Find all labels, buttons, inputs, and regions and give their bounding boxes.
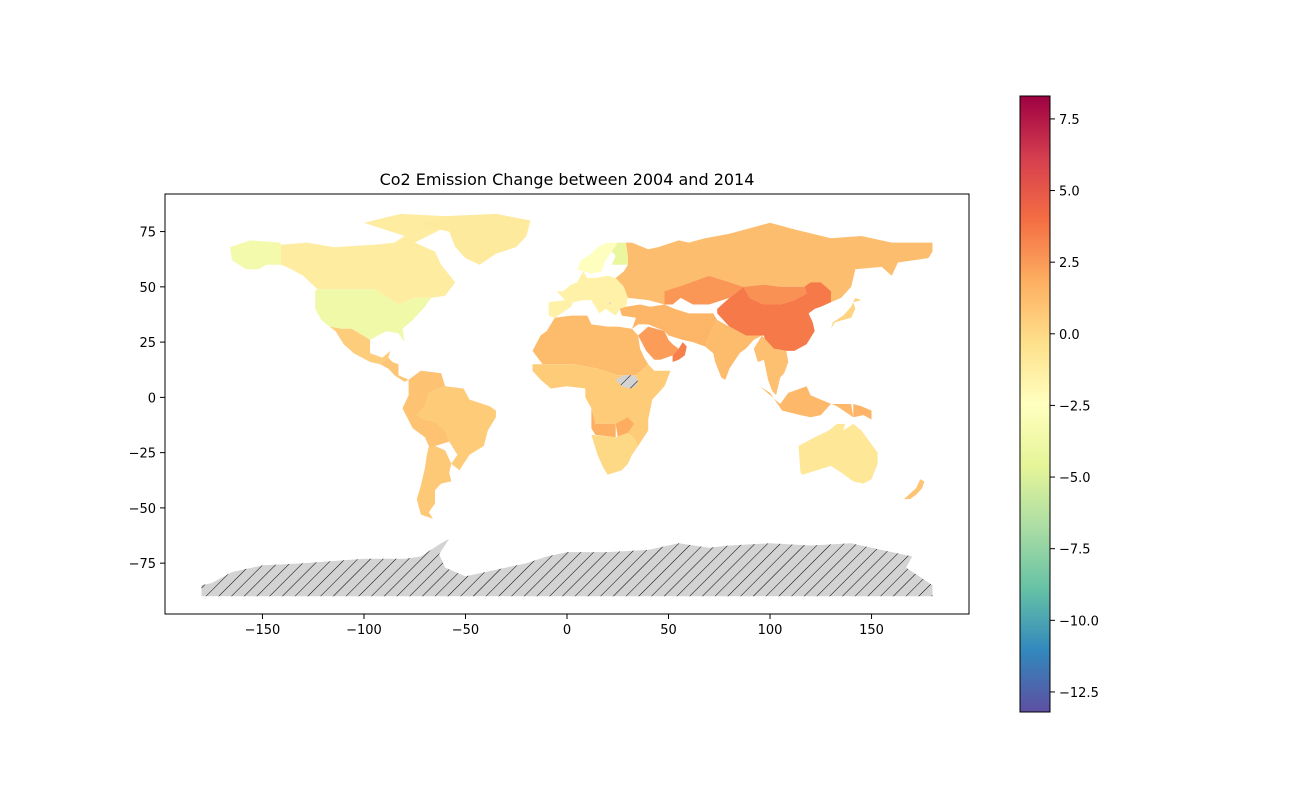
region-china bbox=[717, 282, 831, 351]
region-sub-saharan-africa bbox=[532, 364, 671, 455]
colorbar-tick-label: 5.0 bbox=[1059, 185, 1080, 200]
region-finland bbox=[611, 242, 628, 265]
region-middle-east bbox=[619, 304, 718, 347]
colorbar-tick-label: 2.5 bbox=[1059, 256, 1080, 271]
region-antarctica-missing bbox=[201, 538, 933, 597]
region-angola bbox=[591, 408, 616, 438]
region-indonesia bbox=[759, 386, 854, 418]
region-new-zealand bbox=[904, 479, 925, 500]
region-kazakhstan bbox=[664, 275, 744, 305]
colorbar-tick-label: 0.0 bbox=[1059, 328, 1080, 343]
region-southeast-asia bbox=[753, 335, 789, 396]
region-southern-africa bbox=[591, 432, 639, 475]
region-russia bbox=[615, 222, 933, 305]
colorbar-tick-label: −10.0 bbox=[1059, 614, 1099, 629]
y-tick-label: 25 bbox=[139, 336, 156, 351]
region-saudi-arabia bbox=[638, 326, 679, 360]
colorbar-tick-label: −7.5 bbox=[1059, 543, 1091, 558]
region-japan bbox=[830, 297, 862, 329]
region-andean-south-america bbox=[402, 370, 450, 446]
region-central-america bbox=[380, 357, 409, 382]
region-mongolia bbox=[743, 284, 807, 305]
region-oman bbox=[672, 342, 687, 362]
colorbar-tick-label: 7.5 bbox=[1059, 113, 1080, 128]
y-tick-label: −75 bbox=[129, 557, 156, 572]
region-alaska bbox=[230, 240, 281, 270]
region-greenland bbox=[418, 213, 531, 265]
y-tick-label: 50 bbox=[139, 281, 156, 296]
x-tick-label: 0 bbox=[563, 623, 571, 638]
region-europe bbox=[548, 271, 628, 318]
x-tick-label: 50 bbox=[660, 623, 677, 638]
map-area bbox=[201, 213, 933, 597]
region-mexico bbox=[329, 326, 391, 365]
region-brazil bbox=[416, 386, 496, 471]
x-tick-label: −150 bbox=[245, 623, 281, 638]
y-tick-label: 0 bbox=[148, 391, 156, 406]
region-papua-new-guinea bbox=[853, 404, 872, 420]
region-kosovo-missing bbox=[608, 301, 612, 305]
colorbar-tick-label: −5.0 bbox=[1059, 471, 1091, 486]
y-tick-label: −50 bbox=[129, 502, 156, 517]
region-india bbox=[705, 320, 762, 380]
region-australia bbox=[798, 423, 878, 484]
region-south-sudan-missing bbox=[615, 375, 639, 389]
region-zambia bbox=[615, 417, 634, 438]
region-argentina bbox=[416, 446, 452, 519]
x-tick-label: −50 bbox=[452, 623, 479, 638]
colorbar-gradient bbox=[1019, 95, 1051, 713]
region-united-states bbox=[315, 289, 431, 343]
colorbar-tick-label: −2.5 bbox=[1059, 399, 1091, 414]
y-tick-label: 75 bbox=[139, 226, 156, 241]
x-tick-label: 150 bbox=[859, 623, 884, 638]
region-canada bbox=[280, 213, 456, 305]
region-scandinavia bbox=[577, 242, 618, 274]
region-north-africa bbox=[532, 315, 649, 376]
x-tick-label: −100 bbox=[346, 623, 382, 638]
chart-title: Co2 Emission Change between 2004 and 201… bbox=[379, 170, 755, 189]
axes: −150 −100 −50 0 50 100 150 75 50 25 0 −25 −50 −75 bbox=[129, 226, 884, 638]
colorbar: 7.5 5.0 2.5 0.0 −2.5 −5.0 −7.5 −10.0 −12.5 bbox=[1019, 95, 1099, 713]
colorbar-tick-label: −12.5 bbox=[1059, 686, 1099, 701]
y-tick-label: −25 bbox=[129, 447, 156, 462]
x-tick-label: 100 bbox=[758, 623, 783, 638]
